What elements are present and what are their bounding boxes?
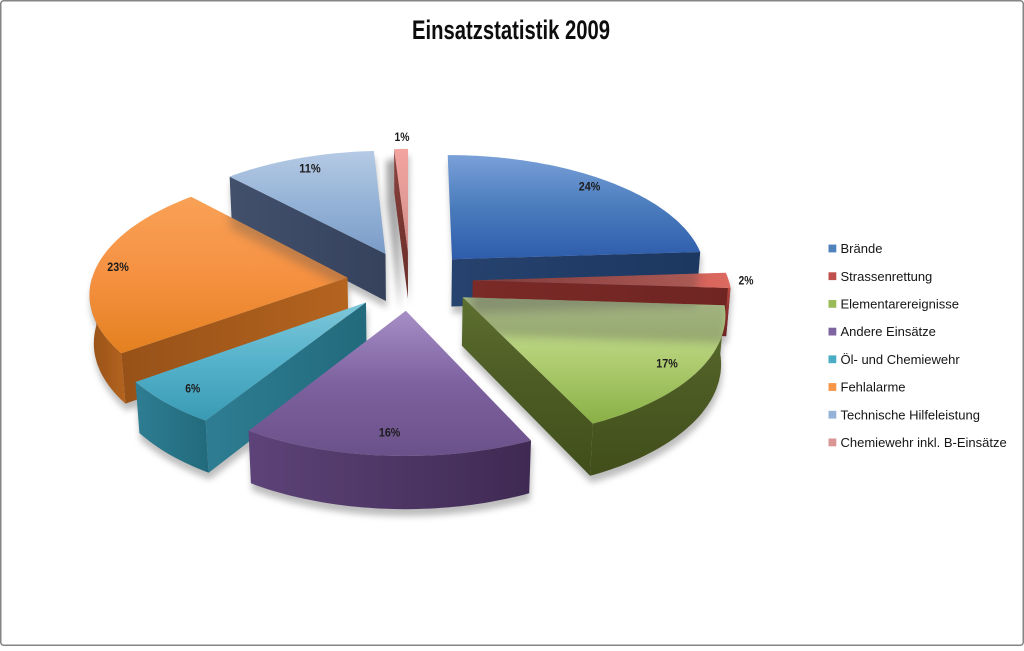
svg-text:2%: 2% <box>739 276 754 288</box>
svg-text:23%: 23% <box>107 262 129 274</box>
svg-text:Andere Einsätze: Andere Einsätze <box>841 324 936 339</box>
svg-text:Strassenrettung: Strassenrettung <box>841 269 933 284</box>
svg-text:Elementarereignisse: Elementarereignisse <box>841 297 960 312</box>
svg-text:Öl- und Chemiewehr: Öl- und Chemiewehr <box>841 352 961 367</box>
svg-text:Fehlalarme: Fehlalarme <box>841 380 906 395</box>
svg-text:Einsatzstatistik 2009: Einsatzstatistik 2009 <box>412 15 610 45</box>
svg-text:6%: 6% <box>185 384 200 396</box>
svg-text:11%: 11% <box>299 164 321 176</box>
svg-text:16%: 16% <box>379 428 401 440</box>
svg-text:1%: 1% <box>395 132 410 144</box>
svg-text:24%: 24% <box>579 182 601 194</box>
svg-text:17%: 17% <box>656 359 678 371</box>
svg-text:Technische Hilfeleistung: Technische Hilfeleistung <box>841 407 980 422</box>
svg-text:Brände: Brände <box>841 241 883 256</box>
svg-text:Chemiewehr inkl. B-Einsätze: Chemiewehr inkl. B-Einsätze <box>841 435 1007 450</box>
